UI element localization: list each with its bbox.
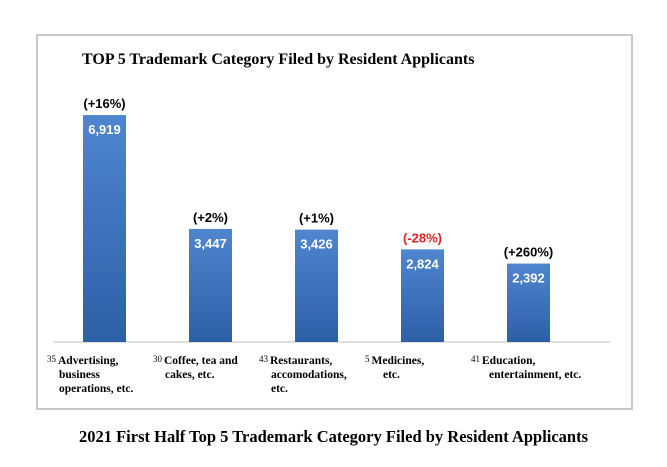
bar-change-label: (+260%) <box>504 245 554 260</box>
category-label-line: 41Education, <box>471 352 581 368</box>
figure-caption: 2021 First Half Top 5 Trademark Category… <box>0 427 667 447</box>
category-code: 43 <box>259 354 268 364</box>
category-name: Coffee, tea and <box>164 355 238 367</box>
category-name: Medicines, <box>372 355 425 367</box>
category-label-line: 35Advertising, <box>47 352 133 368</box>
category-code: 5 <box>365 354 370 364</box>
category-code: 35 <box>47 354 56 364</box>
category-label-line: cakes, etc. <box>153 368 238 382</box>
category-code: 41 <box>471 354 480 364</box>
bar-value-label: 2,392 <box>512 271 545 286</box>
category-code: 30 <box>153 354 162 364</box>
bar-change-label: (+16%) <box>83 96 125 111</box>
category-label-line: operations, etc. <box>47 382 133 396</box>
category-label-line: 43Restaurants, <box>259 352 347 368</box>
bar-change-label: (-28%) <box>403 230 442 245</box>
category-label: 35Advertising,businessoperations, etc. <box>47 352 133 396</box>
chart-frame: TOP 5 Trademark Category Filed by Reside… <box>36 34 633 410</box>
category-label: 43Restaurants,accomodations,etc. <box>259 352 347 396</box>
category-label: 30Coffee, tea andcakes, etc. <box>153 352 238 382</box>
bar-change-label: (+1%) <box>299 211 334 226</box>
category-name: Advertising, <box>58 355 118 367</box>
category-label-line: 30Coffee, tea and <box>153 352 238 368</box>
bar-value-label: 3,447 <box>194 236 227 251</box>
bar-1 <box>83 115 126 342</box>
bar-value-label: 6,919 <box>88 122 121 137</box>
category-label-line: etc. <box>259 382 347 396</box>
category-label: 41Education,entertainment, etc. <box>471 352 581 382</box>
bar-value-label: 2,824 <box>406 256 439 271</box>
bar-change-label: (+2%) <box>193 210 228 225</box>
category-name: Restaurants, <box>270 355 332 367</box>
bar-value-label: 3,426 <box>300 237 333 252</box>
category-label-line: business <box>47 368 133 382</box>
category-label-line: entertainment, etc. <box>471 368 581 382</box>
category-label-line: etc. <box>365 368 424 382</box>
chart-title: TOP 5 Trademark Category Filed by Reside… <box>82 51 474 68</box>
bars-layer: 6,919 (+16%) 3,447 (+2%) 3,426 (+1%) 2,824 (-28… <box>83 96 553 342</box>
category-label: 5Medicines,etc. <box>365 352 424 382</box>
category-name: Education, <box>482 355 535 367</box>
category-label-line: accomodations, <box>259 368 347 382</box>
category-label-line: 5Medicines, <box>365 352 424 368</box>
